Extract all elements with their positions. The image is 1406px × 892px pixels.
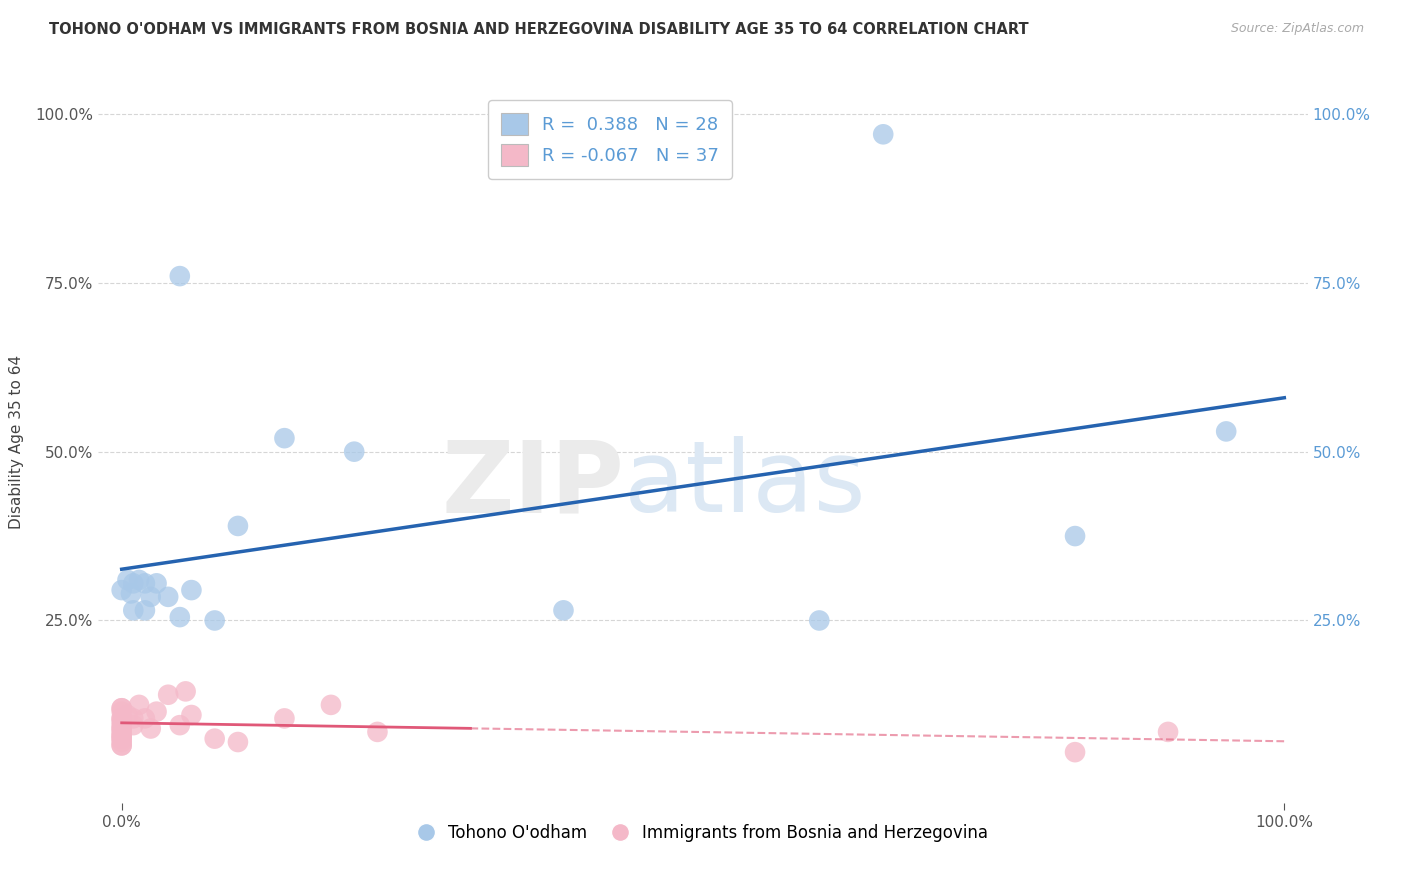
Point <box>111 718 134 732</box>
Point <box>111 728 134 742</box>
Point <box>174 684 197 698</box>
Point <box>226 735 249 749</box>
Point <box>872 128 894 142</box>
Point <box>226 519 249 533</box>
Point <box>111 701 134 715</box>
Point <box>111 714 134 729</box>
Point <box>157 590 180 604</box>
Point <box>128 698 150 712</box>
Point <box>111 725 134 739</box>
Point <box>111 711 134 725</box>
Text: Source: ZipAtlas.com: Source: ZipAtlas.com <box>1230 22 1364 36</box>
Point <box>343 444 366 458</box>
Point <box>111 731 134 746</box>
Point <box>122 718 145 732</box>
Point <box>169 269 191 284</box>
Point <box>117 573 139 587</box>
Point <box>111 705 134 719</box>
Point <box>145 576 167 591</box>
Point <box>120 586 142 600</box>
Point <box>111 711 134 725</box>
Point <box>169 718 191 732</box>
Point <box>204 731 226 746</box>
Point <box>111 728 134 742</box>
Point <box>139 722 162 736</box>
Point <box>1157 725 1180 739</box>
Text: TOHONO O'ODHAM VS IMMIGRANTS FROM BOSNIA AND HERZEGOVINA DISABILITY AGE 35 TO 64: TOHONO O'ODHAM VS IMMIGRANTS FROM BOSNIA… <box>49 22 1029 37</box>
Point <box>122 711 145 725</box>
Legend: Tohono O'odham, Immigrants from Bosnia and Herzegovina: Tohono O'odham, Immigrants from Bosnia a… <box>412 817 994 848</box>
Text: ZIP: ZIP <box>441 436 624 533</box>
Y-axis label: Disability Age 35 to 64: Disability Age 35 to 64 <box>10 354 24 529</box>
Point <box>319 698 342 712</box>
Point <box>122 603 145 617</box>
Point <box>169 610 191 624</box>
Point <box>134 603 156 617</box>
Point <box>366 725 388 739</box>
Point <box>111 722 134 736</box>
Point <box>134 711 156 725</box>
Point <box>808 614 831 628</box>
Point <box>145 705 167 719</box>
Point <box>117 708 139 723</box>
Point <box>1064 529 1087 543</box>
Point <box>111 701 134 715</box>
Point <box>273 431 295 445</box>
Point <box>134 576 156 591</box>
Point <box>204 614 226 628</box>
Point <box>128 573 150 587</box>
Point <box>122 576 145 591</box>
Point <box>111 735 134 749</box>
Point <box>1215 425 1237 439</box>
Point <box>111 722 134 736</box>
Point <box>111 583 134 598</box>
Point <box>157 688 180 702</box>
Point <box>111 739 134 753</box>
Point <box>273 711 295 725</box>
Point <box>111 739 134 753</box>
Point <box>139 590 162 604</box>
Text: atlas: atlas <box>624 436 866 533</box>
Point <box>180 583 202 598</box>
Point <box>180 708 202 723</box>
Point <box>111 731 134 746</box>
Point <box>1064 745 1087 759</box>
Point <box>553 603 575 617</box>
